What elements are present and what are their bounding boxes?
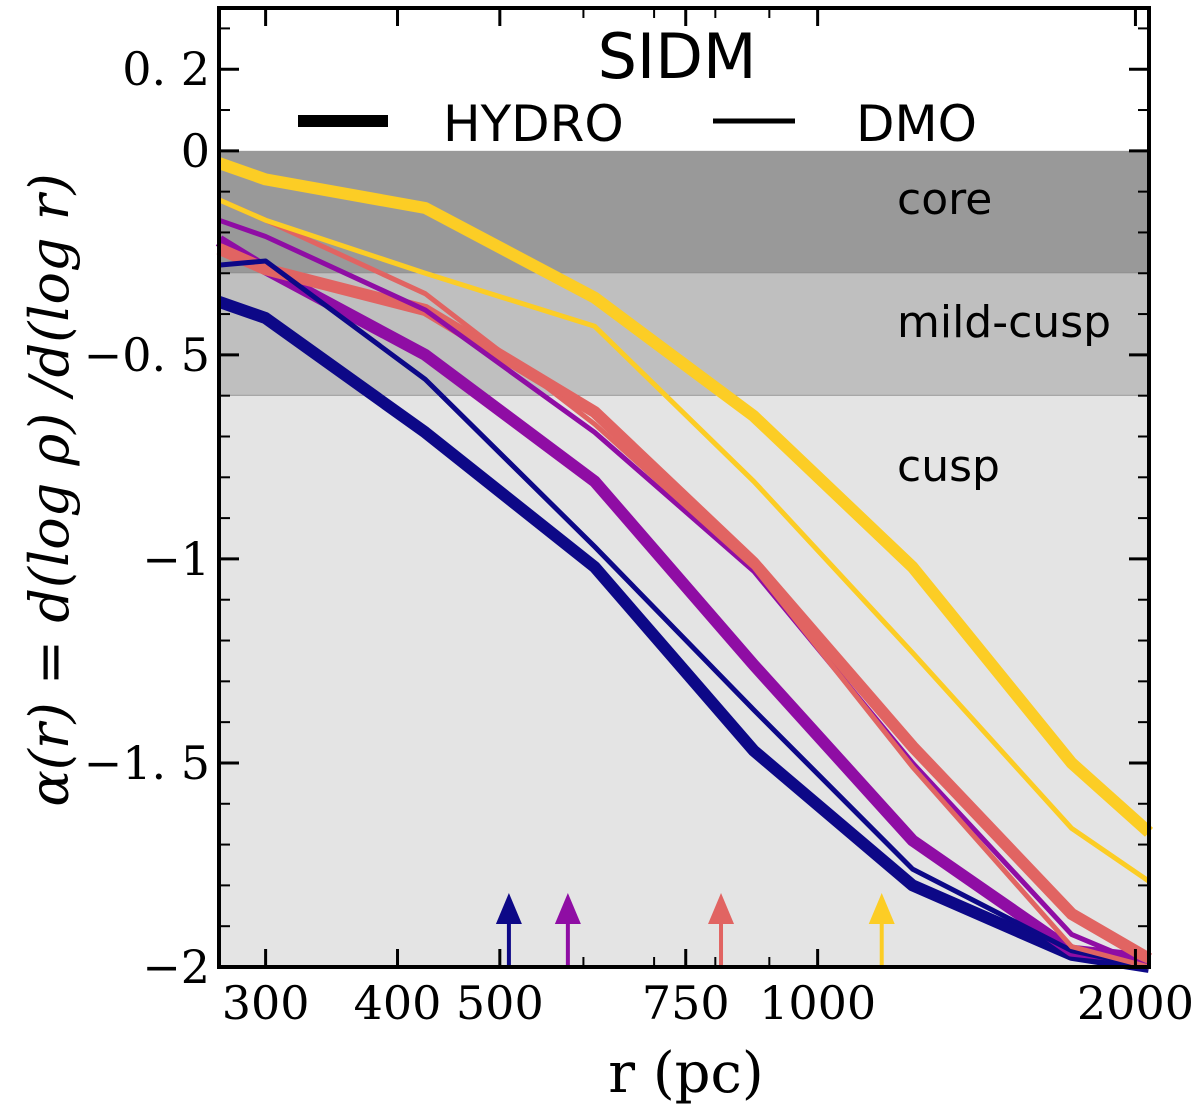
series-halo-2-dmo [218,217,1150,970]
halo-4-arrow-head [868,893,895,924]
x-tick-label: 400 [354,976,442,1030]
legend-label-dmo: DMO [856,95,977,153]
series-halo-1-dmo [218,258,1150,970]
series-lines [215,157,1154,973]
series-halo-3-dmo [217,197,1150,970]
x-tick-label: 2000 [1077,976,1194,1030]
x-axis-label: r (pc) [608,1041,763,1106]
x-tick-label: 750 [642,976,730,1030]
region-label-core: core [897,174,992,225]
region-label-mild-cusp: mild-cusp [897,297,1111,348]
x-tick-label: 1000 [759,976,876,1030]
y-tick-label: −1. 5 [84,736,210,790]
x-tick-label: 500 [456,976,544,1030]
y-tick-label: 0 [181,124,210,178]
halo-3-arrow-head [708,893,735,924]
scale-arrows [495,893,895,966]
legend: HYDRO DMO [298,95,977,153]
halo-2-arrow-head [554,893,581,924]
x-tick-label: 300 [222,976,310,1030]
legend-label-hydro: HYDRO [443,95,624,153]
plot-frame [217,6,1151,969]
tick-labels: 300 400 500 750 1000 2000 0. 2 0 −0. 5 −1 −1. 5 −2 [84,42,1194,1030]
region-labels: core mild-cusp cusp [897,174,1111,492]
band-core [219,150,1149,274]
y-tick-label: 0. 2 [122,42,210,96]
series-halo-1-hydro [217,296,1150,973]
y-tick-label: −2 [142,940,210,994]
series-halo-4-dmo [217,197,1151,884]
y-tick-label: −1 [142,532,210,586]
y-axis-label: α(r) = d(log ρ) /d(log r) [18,173,81,806]
series-halo-4-hydro [217,157,1154,837]
series-halo-3-hydro [216,243,1153,964]
region-label-cusp: cusp [897,441,1000,492]
y-tick-label: −0. 5 [84,328,210,382]
chart-title: SIDM [598,20,757,93]
halo-1-arrow-head [495,893,522,924]
